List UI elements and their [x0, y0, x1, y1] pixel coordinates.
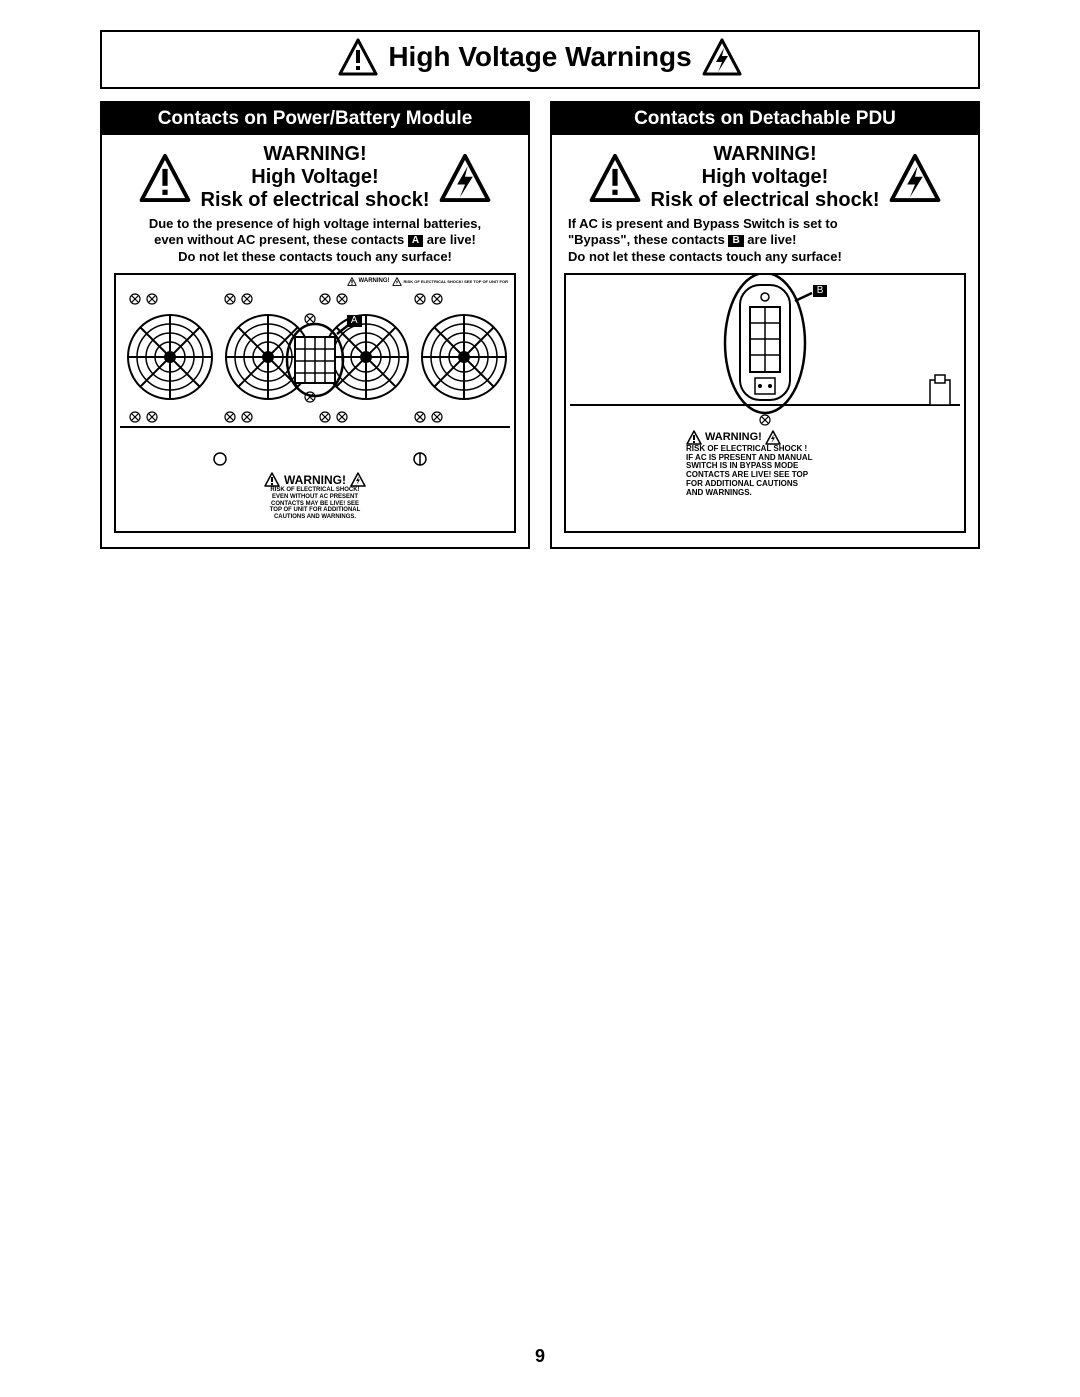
- columns: Contacts on Power/Battery Module WARNING…: [100, 101, 980, 549]
- right-mini-caution: RISK OF ELECTRICAL SHOCK ! IF AC IS PRES…: [686, 445, 813, 498]
- right-mini-warning: WARNING! RISK OF ELECTRICAL SHOCK ! IF A…: [686, 430, 813, 498]
- left-mini-warning: WARNING! RISK OF ELECTRICAL SHOCK! EVEN …: [116, 468, 514, 522]
- left-desc: Due to the presence of high voltage inte…: [114, 216, 516, 265]
- right-warn-line2: High voltage!: [651, 166, 880, 189]
- right-warn-line3: Risk of electrical shock!: [651, 189, 880, 212]
- left-column: Contacts on Power/Battery Module WARNING…: [100, 101, 530, 549]
- left-warn-line2: High Voltage!: [201, 166, 430, 189]
- main-title: High Voltage Warnings: [388, 41, 691, 73]
- warning-triangle-icon: [139, 153, 191, 203]
- diagram-badge-b: B: [813, 285, 828, 297]
- main-title-box: High Voltage Warnings: [100, 30, 980, 89]
- bolt-triangle-icon: [350, 472, 366, 487]
- diagram-top-strip: WARNING! RISK OF ELECTRICAL SHOCK! SEE T…: [347, 277, 508, 286]
- badge-b: B: [728, 235, 743, 247]
- diagram-badge-a: A: [347, 315, 362, 327]
- right-warn-line1: WARNING!: [651, 143, 880, 166]
- left-warn-line1: WARNING!: [201, 143, 430, 166]
- page-number: 9: [0, 1346, 1080, 1367]
- right-desc: If AC is present and Bypass Switch is se…: [564, 216, 966, 265]
- warning-triangle-icon: [264, 472, 280, 487]
- bolt-triangle-icon: [765, 430, 781, 445]
- bolt-triangle-icon: [889, 153, 941, 203]
- warning-triangle-icon: [589, 153, 641, 203]
- warning-triangle-icon: [686, 430, 702, 445]
- bolt-triangle-icon: [702, 38, 742, 76]
- left-header: Contacts on Power/Battery Module: [102, 103, 528, 135]
- right-diagram: B WARNING! RISK OF ELECTRICAL SHOCK ! IF…: [564, 273, 966, 533]
- badge-a: A: [408, 235, 423, 247]
- warning-triangle-icon: [338, 38, 378, 76]
- right-column: Contacts on Detachable PDU WARNING! High…: [550, 101, 980, 549]
- left-warn-line3: Risk of electrical shock!: [201, 189, 430, 212]
- left-diagram: WARNING! RISK OF ELECTRICAL SHOCK! SEE T…: [114, 273, 516, 533]
- left-mini-caution: RISK OF ELECTRICAL SHOCK! EVEN WITHOUT A…: [270, 487, 361, 520]
- fan-panel-illustration: [116, 287, 514, 477]
- bolt-triangle-icon: [439, 153, 491, 203]
- right-header: Contacts on Detachable PDU: [552, 103, 978, 135]
